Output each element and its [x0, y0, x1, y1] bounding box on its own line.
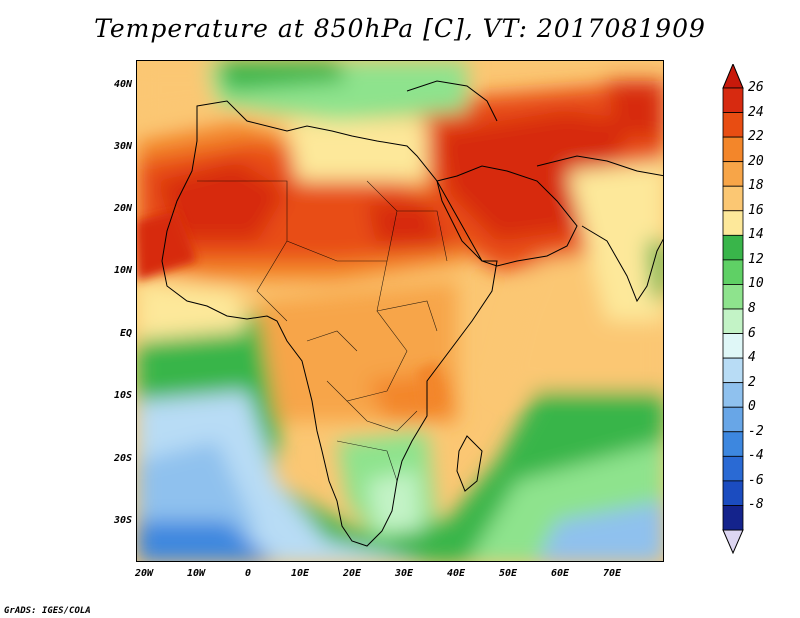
colorbar-segment: [722, 259, 744, 285]
colorbar-segment: [722, 136, 744, 163]
colorbar-label: 20: [748, 153, 764, 169]
colorbar-segment: [722, 480, 744, 506]
lat-label-eq: EQ: [119, 328, 132, 339]
lon-label-40e: 40E: [446, 568, 466, 579]
colorbar-label: -6: [748, 472, 764, 488]
lat-label-20s: 20S: [113, 453, 132, 464]
colorbar: [722, 64, 744, 554]
colorbar-segment: [722, 382, 744, 408]
colorbar-label: 14: [748, 227, 764, 243]
colorbar-segment: [722, 87, 744, 113]
colorbar-segment: [722, 210, 744, 236]
colorbar-label: 16: [748, 202, 764, 218]
lon-label-0: 0: [244, 568, 252, 579]
colorbar-label: 18: [748, 178, 764, 194]
colorbar-label: 6: [748, 325, 756, 341]
colorbar-bottom-arrow: [722, 529, 744, 554]
colorbar-segment: [722, 357, 744, 384]
colorbar-segment: [722, 455, 744, 482]
lon-label-50e: 50E: [498, 568, 518, 579]
lat-label-20n: 20N: [113, 203, 132, 214]
colorbar-label: -4: [748, 448, 764, 464]
colorbar-segment: [722, 308, 744, 334]
colorbar-label: 24: [748, 104, 764, 120]
colorbar-label: 0: [748, 399, 756, 415]
lon-label-60e: 60E: [550, 568, 570, 579]
lat-label-30s: 30S: [113, 515, 132, 526]
colorbar-segment: [722, 284, 744, 310]
colorbar-top-arrow: [722, 64, 744, 89]
lon-label-20e: 20E: [342, 568, 362, 579]
colorbar-segment: [722, 185, 744, 212]
country-borders: [197, 180, 448, 482]
colorbar-label: -2: [748, 423, 764, 439]
temperature-shading: [137, 61, 663, 561]
colorbar-label: 12: [748, 251, 764, 267]
lon-label-10e: 10E: [290, 568, 310, 579]
coastlines: [161, 80, 663, 547]
lat-label-40n: 40N: [113, 79, 132, 90]
colorbar-label: 22: [748, 129, 764, 145]
colorbar-segment: [722, 234, 744, 261]
colorbar-label: 26: [748, 80, 764, 95]
lon-label-10w: 10W: [186, 568, 206, 579]
temperature-map: [136, 60, 664, 562]
colorbar-label: 4: [748, 350, 756, 366]
colorbar-label: 8: [748, 301, 756, 316]
colorbar-segment: [722, 333, 744, 359]
grads-credit: GrADS: IGES/COLA: [4, 606, 91, 616]
colorbar-segment: [722, 431, 744, 457]
colorbar-label: 10: [748, 276, 764, 292]
lat-label-30n: 30N: [113, 141, 132, 152]
lat-label-10s: 10S: [113, 390, 132, 401]
lon-label-30e: 30E: [394, 568, 414, 579]
colorbar-segment: [722, 505, 744, 531]
lon-label-20w: 20W: [134, 568, 154, 579]
colorbar-segment: [722, 161, 744, 187]
chart-title: Temperature at 850hPa [C], VT: 201708190…: [94, 14, 706, 43]
colorbar-segment: [722, 406, 744, 433]
colorbar-label: -8: [748, 497, 764, 513]
lon-label-70e: 70E: [602, 568, 622, 579]
lat-label-10n: 10N: [113, 265, 132, 276]
colorbar-label: 2: [748, 374, 756, 390]
colorbar-segment: [722, 112, 744, 138]
